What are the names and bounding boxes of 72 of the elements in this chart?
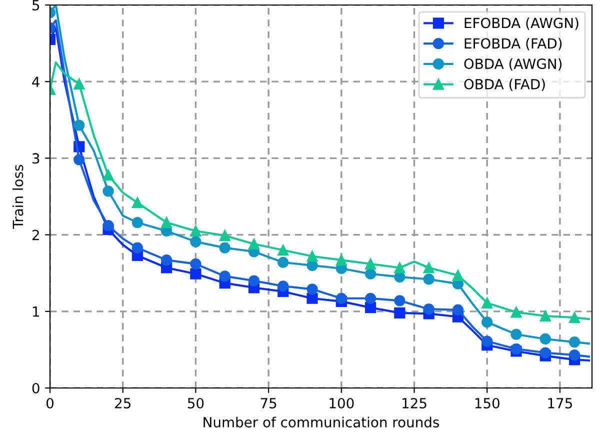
point — [336, 254, 347, 266]
point — [568, 312, 580, 324]
legend-label: OBDA (FAD) — [464, 78, 545, 92]
point — [190, 258, 202, 270]
point — [132, 216, 143, 228]
point — [394, 295, 406, 306]
x-axis-title: Number of communication rounds — [204, 416, 440, 428]
legend-label: OBDA (AWGN) — [464, 58, 562, 71]
point — [364, 292, 376, 304]
point — [510, 328, 522, 340]
point — [423, 304, 434, 315]
y-tick-label: 3 — [32, 153, 40, 164]
point — [364, 302, 376, 314]
point — [568, 350, 580, 361]
point — [248, 275, 260, 286]
y-tick-label: 0 — [32, 382, 40, 394]
point — [132, 197, 143, 208]
x-tick-label: 175 — [548, 398, 572, 408]
point — [510, 306, 522, 318]
point — [248, 238, 260, 250]
point — [364, 268, 376, 280]
point — [482, 336, 493, 347]
x-tick-label: 75 — [260, 398, 276, 408]
point — [306, 284, 318, 295]
point — [568, 336, 580, 348]
point — [278, 256, 289, 268]
point — [161, 254, 172, 266]
point — [219, 242, 230, 254]
point — [74, 120, 85, 131]
y-tick-label: 2 — [32, 230, 39, 240]
y-axis-title: Train loss — [12, 164, 24, 229]
x-tick-label: 0 — [46, 398, 54, 408]
point — [132, 242, 143, 254]
point — [102, 169, 114, 181]
point — [423, 262, 434, 274]
point — [102, 186, 114, 197]
point — [161, 216, 172, 228]
point — [74, 78, 85, 90]
point — [336, 292, 347, 304]
point — [190, 268, 202, 280]
point — [74, 154, 85, 166]
point — [482, 316, 493, 328]
point — [394, 307, 406, 318]
x-tick-label: 50 — [188, 398, 204, 408]
point — [540, 347, 551, 358]
point — [452, 270, 464, 281]
point — [278, 244, 289, 256]
legend-label: EFOBDA (FAD) — [464, 38, 562, 50]
x-tick-label: 25 — [115, 398, 130, 408]
y-tick-label: 4 — [32, 76, 40, 87]
x-tick-label: 150 — [475, 398, 500, 408]
point — [394, 262, 406, 274]
point — [452, 304, 464, 316]
point — [190, 225, 202, 237]
y-tick-label: 1 — [32, 306, 39, 317]
legend-label: EFOBDA (AWGN) — [464, 18, 578, 30]
point — [423, 274, 434, 285]
point — [219, 230, 230, 242]
x-tick-label: 125 — [402, 398, 426, 408]
point — [306, 250, 318, 262]
point — [306, 292, 318, 304]
point — [278, 280, 289, 292]
point — [510, 343, 522, 354]
point — [540, 310, 551, 322]
point — [102, 220, 114, 232]
point — [540, 333, 551, 345]
x-tick-label: 100 — [330, 398, 354, 408]
point — [190, 236, 202, 248]
y-tick-label: 5 — [32, 0, 40, 10]
point — [364, 258, 376, 270]
point — [482, 297, 493, 309]
point — [219, 270, 230, 282]
